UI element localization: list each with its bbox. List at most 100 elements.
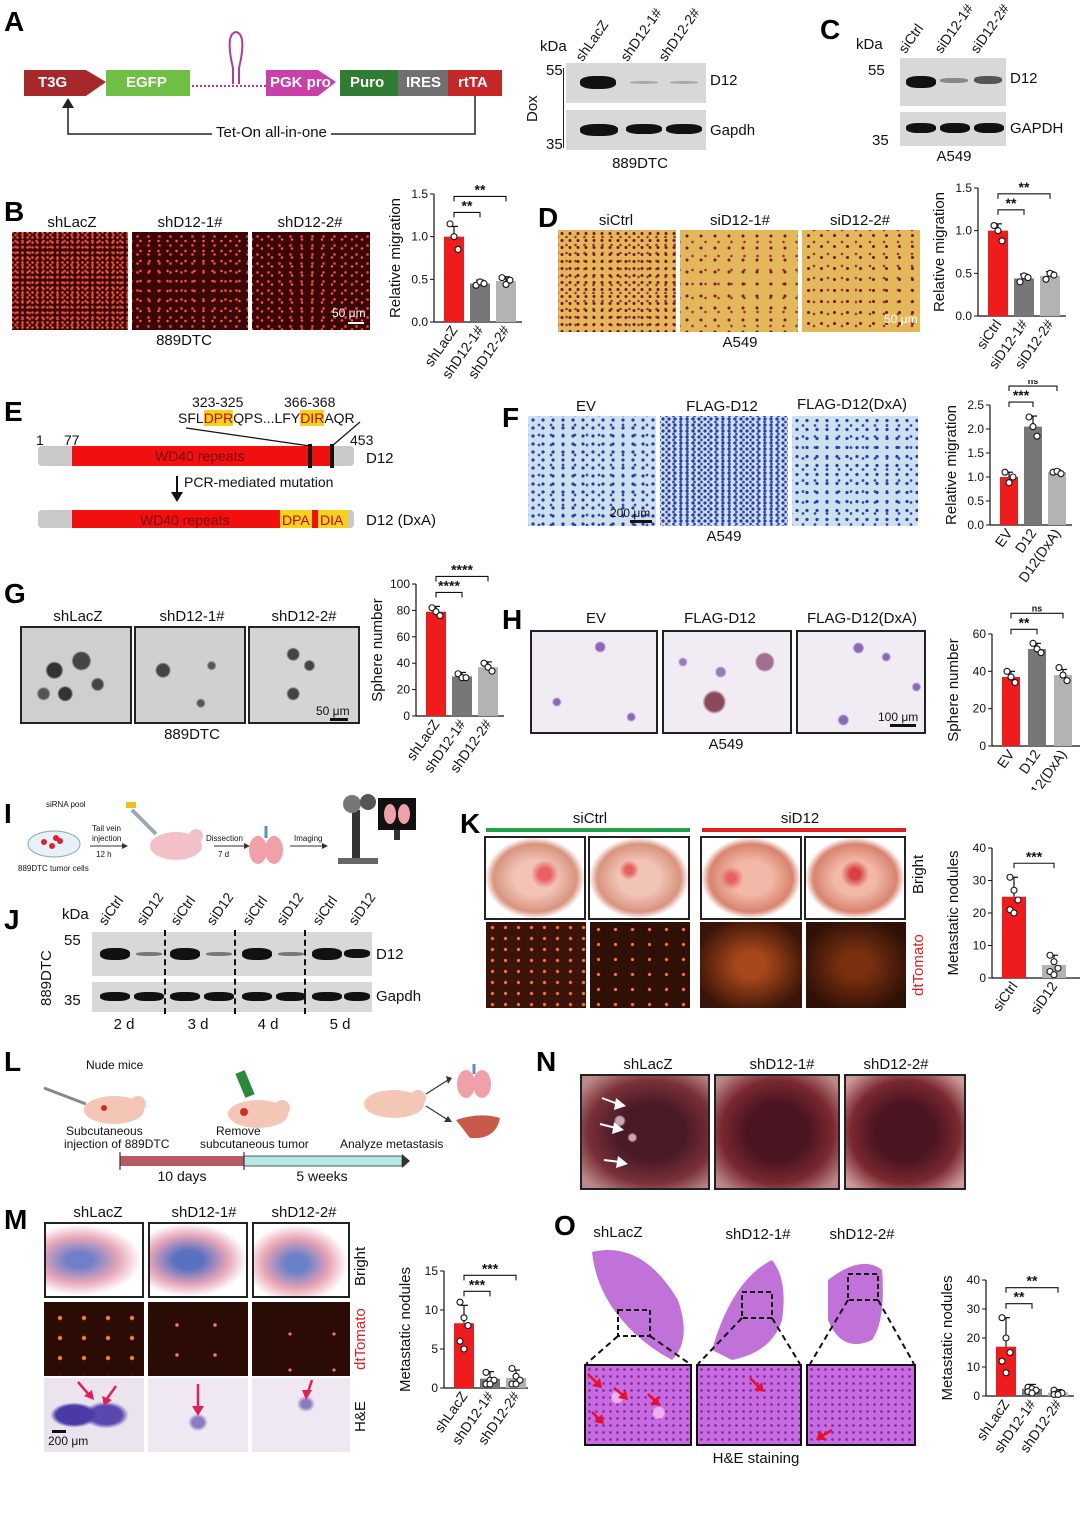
- m-bright-shlacz: [44, 1222, 144, 1298]
- n-group-1: shLacZ: [623, 1056, 673, 1073]
- data-point: [508, 1364, 516, 1373]
- j-marker-35: 35: [64, 992, 81, 1009]
- data-point: [1010, 886, 1018, 894]
- sig-label: **: [475, 181, 486, 197]
- panel-label-m: M: [4, 1204, 28, 1235]
- f-image-flag-d12: [660, 416, 788, 526]
- e-wt-label: D12: [366, 450, 394, 467]
- f-image-flag-d12-dxa: [792, 416, 918, 526]
- rtta-element: [448, 70, 502, 96]
- j-lane-3: siCtrl: [166, 892, 199, 928]
- sig-label: ***: [1026, 848, 1043, 864]
- data-point: [1011, 678, 1019, 687]
- panel-label-c: C: [820, 14, 841, 45]
- j-time-2d: 2 d: [113, 1016, 135, 1033]
- data-point: [1055, 664, 1063, 672]
- sig-bracket: [453, 195, 507, 202]
- data-point: [1029, 423, 1037, 431]
- data-point: [1033, 432, 1041, 440]
- i-step-imaging: Imaging: [294, 834, 323, 843]
- data-point: [506, 276, 514, 284]
- sig-bracket: [463, 1290, 491, 1297]
- data-point: [1024, 274, 1032, 282]
- j-protein-gapdh: Gapdh: [376, 988, 422, 1005]
- panel-label-b: B: [4, 196, 25, 227]
- y-tick-label: 2.0: [967, 422, 984, 436]
- bar-shD12-1#: [452, 676, 472, 716]
- panel-label-k: K: [460, 808, 481, 839]
- d-group-3: siD12-2#: [829, 212, 891, 229]
- c-kda: kDa: [856, 36, 883, 53]
- panel-label-n: N: [536, 1046, 557, 1077]
- panel-label-e: E: [4, 396, 23, 427]
- l-text-tumor: subcutaneous tumor: [200, 1137, 309, 1151]
- sig-label: **: [1027, 1273, 1038, 1289]
- e-pos-end: 453: [350, 432, 374, 448]
- l-text-analyze: Analyze metastasis: [340, 1137, 444, 1151]
- i-step-12h: 12 h: [96, 850, 112, 859]
- pgk-label: PGK pro: [270, 74, 331, 91]
- y-axis-label: Metastatic nodules: [945, 850, 962, 975]
- data-point: [446, 220, 454, 228]
- data-point: [1010, 909, 1018, 917]
- y-tick-label: 30: [973, 874, 987, 888]
- sig-label: ***: [1013, 387, 1030, 403]
- b-image-shlacz: [12, 232, 128, 330]
- panel-label-i: I: [4, 798, 12, 829]
- o-liver-sections: [585, 1250, 915, 1365]
- l-text-inj: injection of 889DTC: [64, 1137, 170, 1151]
- d-group-2: siD12-1#: [709, 212, 771, 229]
- c-cell-line: A549: [936, 148, 972, 165]
- sig-label: ***: [469, 1276, 486, 1292]
- bar-siCtrl: [988, 230, 1008, 316]
- y-axis-label: Metastatic nodules: [939, 1275, 956, 1400]
- y-tick-label: 10: [973, 939, 987, 953]
- ires-label: IRES: [406, 74, 442, 91]
- d-group-1: siCtrl: [598, 212, 634, 229]
- y-tick-label: 0: [979, 971, 986, 985]
- data-point: [1037, 649, 1045, 657]
- m-group-2: shD12-1#: [171, 1204, 237, 1221]
- data-point: [1002, 1334, 1010, 1342]
- h-image-flag-d12: [662, 630, 792, 734]
- data-point: [460, 1345, 468, 1353]
- data-point: [486, 1380, 494, 1388]
- data-point: [502, 280, 510, 289]
- data-point: [1050, 958, 1058, 966]
- sig-label: **: [462, 197, 473, 213]
- y-tick-label: 1.5: [411, 187, 428, 201]
- construct-caption: Tet-On all-in-one: [212, 124, 331, 141]
- f-image-ev: [528, 416, 656, 526]
- bar-shLacZ: [454, 1323, 474, 1388]
- j-time-5d: 5 d: [329, 1016, 351, 1033]
- c-blot-gapdh: [900, 112, 1006, 146]
- h-group-3: FLAG-D12(DxA): [806, 610, 918, 627]
- bar-siD12-1#: [1014, 278, 1034, 316]
- g-group-1: shLacZ: [53, 608, 103, 625]
- data-point: [464, 1322, 472, 1330]
- a-marker-35: 35: [546, 136, 563, 153]
- data-point: [456, 1337, 464, 1345]
- bar-shD12-2#: [496, 281, 516, 322]
- y-tick-label: 0: [403, 709, 410, 723]
- bar-siCtrl: [1002, 896, 1026, 978]
- j-lane-1: siCtrl: [94, 892, 127, 928]
- panel-label-f: F: [502, 402, 520, 433]
- m-channel-bright: Bright: [352, 1246, 369, 1286]
- sig-bracket: [435, 591, 463, 598]
- i-workflow: [27, 794, 416, 864]
- f-scale: 200 μm: [610, 506, 651, 520]
- j-kda: kDa: [62, 906, 89, 923]
- y-tick-label: 0: [979, 739, 986, 753]
- sig-label: ***: [482, 1260, 499, 1276]
- data-point: [998, 1357, 1006, 1365]
- t3g-element: [24, 70, 106, 96]
- egfp-element: [106, 70, 190, 96]
- o-group-2: shD12-1#: [725, 1226, 791, 1243]
- g-image-shlacz: [20, 626, 132, 724]
- g-image-shd12-2: [248, 626, 360, 724]
- sig-label: ns: [1028, 380, 1039, 386]
- y-tick-label: 1.5: [955, 181, 972, 195]
- data-point: [1006, 873, 1014, 881]
